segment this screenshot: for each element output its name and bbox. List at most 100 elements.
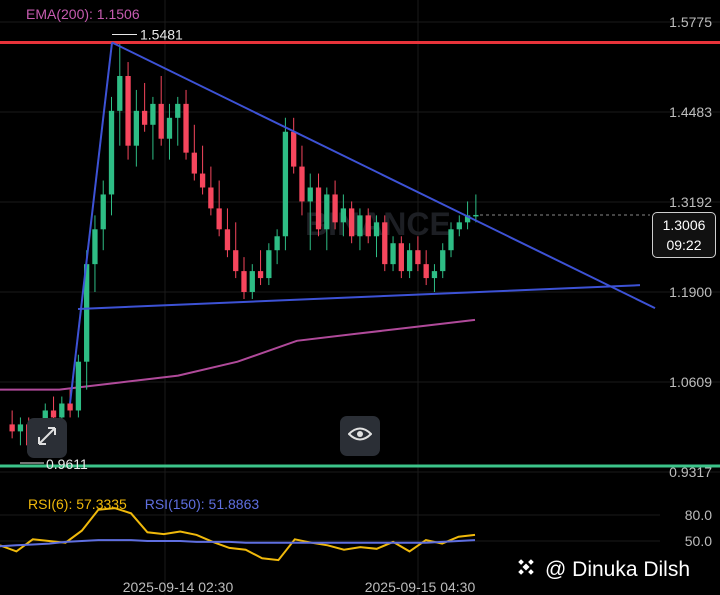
candle bbox=[373, 215, 380, 258]
candle bbox=[208, 166, 214, 216]
candle-body bbox=[100, 194, 106, 230]
candle bbox=[133, 89, 140, 167]
candle-body bbox=[340, 208, 347, 223]
candle-body bbox=[183, 103, 189, 153]
candle-body bbox=[423, 264, 429, 279]
candle bbox=[315, 173, 322, 237]
candle bbox=[241, 257, 247, 299]
candle bbox=[398, 236, 404, 279]
candle-body bbox=[448, 229, 454, 251]
candle-body bbox=[332, 194, 338, 223]
high-label: 1.5481 bbox=[140, 26, 183, 42]
countdown: 09:22 bbox=[666, 237, 702, 253]
candle bbox=[456, 215, 462, 237]
candle-body bbox=[348, 208, 355, 237]
ema-indicator-label: EMA(200): 1.1506 bbox=[26, 6, 140, 22]
y-tick-label: 1.4483 bbox=[669, 104, 712, 120]
expand-arrows-icon bbox=[36, 425, 58, 452]
candle bbox=[282, 117, 289, 251]
candle bbox=[357, 208, 363, 251]
candle bbox=[266, 243, 272, 286]
candle bbox=[150, 96, 156, 160]
trendlines-group bbox=[69, 41, 656, 404]
candle-body bbox=[9, 424, 15, 432]
eye-icon bbox=[347, 426, 373, 447]
candle bbox=[291, 117, 297, 174]
candle bbox=[274, 229, 280, 265]
rsi-labels: RSI(6): 57.3335 RSI(150): 51.8863 bbox=[28, 496, 259, 512]
candle bbox=[440, 243, 446, 279]
candle bbox=[84, 250, 90, 390]
candle-body bbox=[291, 131, 297, 167]
candle bbox=[448, 222, 454, 258]
y-tick-label: 1.0609 bbox=[669, 374, 712, 390]
author-watermark: @ Dinuka Dilsh bbox=[515, 556, 690, 584]
candle bbox=[382, 215, 388, 272]
expand-button[interactable] bbox=[27, 418, 67, 458]
last-price-box: 1.3006 09:22 bbox=[652, 212, 716, 258]
ema200-line bbox=[0, 318, 476, 391]
candle-body bbox=[233, 250, 239, 272]
candles-group bbox=[9, 41, 479, 453]
rsi-tick-label: 50.0 bbox=[685, 533, 712, 549]
candle-body bbox=[390, 243, 396, 265]
candle bbox=[406, 243, 413, 279]
y-axis: 1.5775 1.4483 1.3192 1.1900 1.0609 0.9317 bbox=[669, 14, 712, 480]
x-tick-label: 2025-09-15 04:30 bbox=[365, 579, 476, 595]
candle-body bbox=[175, 103, 181, 118]
candle-body bbox=[191, 152, 197, 174]
candle-body bbox=[307, 187, 313, 202]
candle bbox=[431, 264, 438, 293]
candle-body bbox=[67, 403, 73, 411]
y-tick-label: 0.9317 bbox=[669, 464, 712, 480]
candle-body bbox=[456, 222, 462, 230]
candle bbox=[415, 236, 421, 272]
candle-body bbox=[357, 215, 363, 237]
rsi150-line bbox=[0, 539, 476, 548]
candle bbox=[390, 236, 396, 272]
low-label: 0.9611 bbox=[46, 456, 88, 472]
visibility-button[interactable] bbox=[340, 416, 380, 456]
candle-body bbox=[473, 214, 479, 217]
candle bbox=[365, 208, 371, 244]
y-tick-label: 1.1900 bbox=[669, 284, 712, 300]
candle bbox=[324, 187, 330, 251]
candle-body bbox=[150, 103, 156, 125]
rsi-tick-label: 80.0 bbox=[685, 507, 712, 523]
candle-body bbox=[274, 236, 280, 251]
candle-body bbox=[373, 222, 380, 237]
candle-body bbox=[17, 424, 24, 432]
candle bbox=[125, 62, 131, 160]
candle bbox=[299, 145, 305, 216]
lower-trendline bbox=[77, 284, 641, 310]
candle-body bbox=[199, 173, 206, 188]
candle-body bbox=[125, 76, 131, 146]
candle-body bbox=[382, 222, 388, 265]
candle bbox=[17, 417, 24, 446]
candle-body bbox=[257, 271, 264, 279]
candle-body bbox=[50, 410, 57, 418]
candle-body bbox=[117, 76, 123, 111]
candle-body bbox=[141, 110, 148, 125]
last-price: 1.3006 bbox=[662, 217, 706, 233]
upper-trendline bbox=[111, 41, 656, 310]
candle bbox=[100, 180, 106, 251]
candle bbox=[191, 124, 197, 181]
candle bbox=[257, 250, 264, 286]
candle bbox=[249, 264, 255, 299]
watermark-text: @ Dinuka Dilsh bbox=[545, 558, 691, 581]
candle-body bbox=[108, 110, 115, 195]
candle-body bbox=[166, 117, 173, 139]
candle-body bbox=[59, 403, 65, 418]
candle-body bbox=[315, 187, 322, 230]
candle bbox=[348, 201, 355, 244]
candle bbox=[216, 180, 222, 237]
candle bbox=[9, 410, 15, 439]
candle bbox=[108, 96, 115, 216]
candle bbox=[92, 215, 98, 293]
candle-body bbox=[133, 110, 140, 146]
candle-body bbox=[92, 229, 98, 265]
candle bbox=[183, 89, 189, 160]
candle bbox=[175, 96, 181, 146]
candle bbox=[233, 222, 239, 279]
